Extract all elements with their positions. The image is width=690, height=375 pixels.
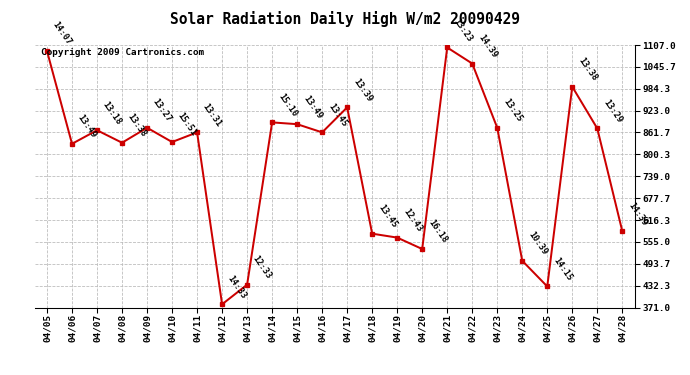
Text: 13:38: 13:38 (126, 112, 148, 139)
Text: 13:25: 13:25 (501, 97, 524, 124)
Text: 13:49: 13:49 (301, 93, 324, 120)
Text: 12:33: 12:33 (251, 254, 273, 280)
Text: 12:43: 12:43 (401, 207, 424, 234)
Text: 15:51: 15:51 (176, 111, 199, 138)
Text: 14:33: 14:33 (226, 274, 248, 300)
Text: 16:18: 16:18 (426, 218, 449, 245)
Text: 10:39: 10:39 (526, 230, 549, 257)
Text: 13:49: 13:49 (76, 113, 99, 140)
Text: 13:31: 13:31 (201, 102, 224, 128)
Text: 14:39: 14:39 (476, 33, 499, 60)
Text: 14:07: 14:07 (51, 20, 73, 47)
Text: 13:29: 13:29 (601, 98, 624, 124)
Text: 15:10: 15:10 (276, 92, 299, 118)
Text: 13:27: 13:27 (151, 97, 173, 124)
Text: Solar Radiation Daily High W/m2 20090429: Solar Radiation Daily High W/m2 20090429 (170, 11, 520, 27)
Text: Copyright 2009 Cartronics.com: Copyright 2009 Cartronics.com (41, 48, 204, 57)
Text: 13:23: 13:23 (451, 17, 473, 44)
Text: 13:38: 13:38 (576, 56, 599, 83)
Text: 14:39: 14:39 (627, 201, 649, 227)
Text: 13:45: 13:45 (376, 203, 399, 229)
Text: 13:39: 13:39 (351, 77, 373, 104)
Text: 13:18: 13:18 (101, 100, 124, 126)
Text: 14:15: 14:15 (551, 256, 573, 282)
Text: 13:45: 13:45 (326, 102, 348, 128)
